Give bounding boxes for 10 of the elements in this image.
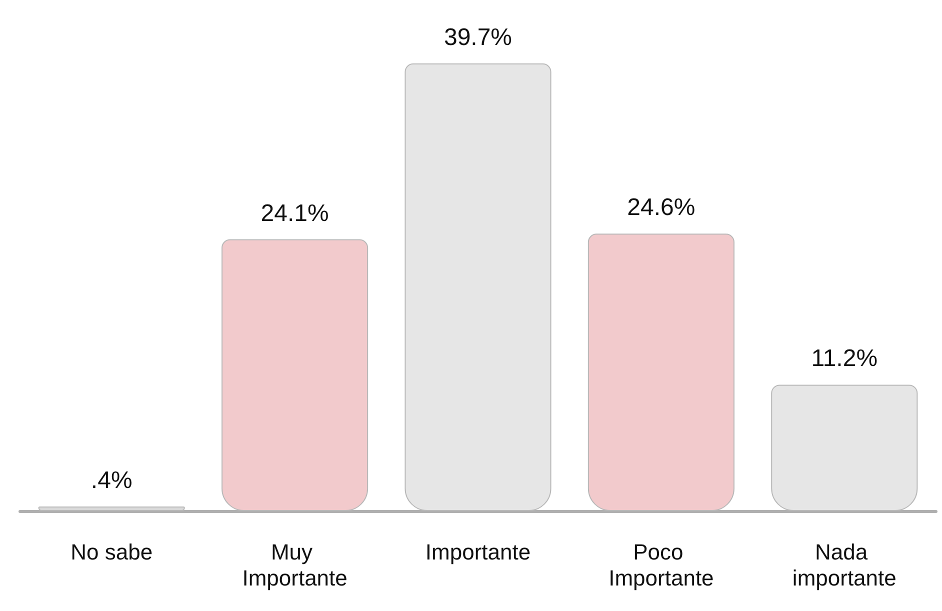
- data-label: 11.2%: [811, 345, 878, 372]
- data-label: 39.7%: [444, 24, 512, 51]
- x-tick-label: Poco Importante: [608, 540, 714, 590]
- x-tick-label: Nada importante: [792, 540, 896, 590]
- data-label: 24.6%: [627, 194, 696, 222]
- x-tick-label: Importante: [425, 540, 531, 564]
- data-label: .4%: [90, 466, 132, 494]
- x-tick-label: Muy Importante: [242, 540, 348, 590]
- x-tick-label: No sabe: [70, 540, 153, 564]
- data-label: 24.1%: [260, 200, 329, 227]
